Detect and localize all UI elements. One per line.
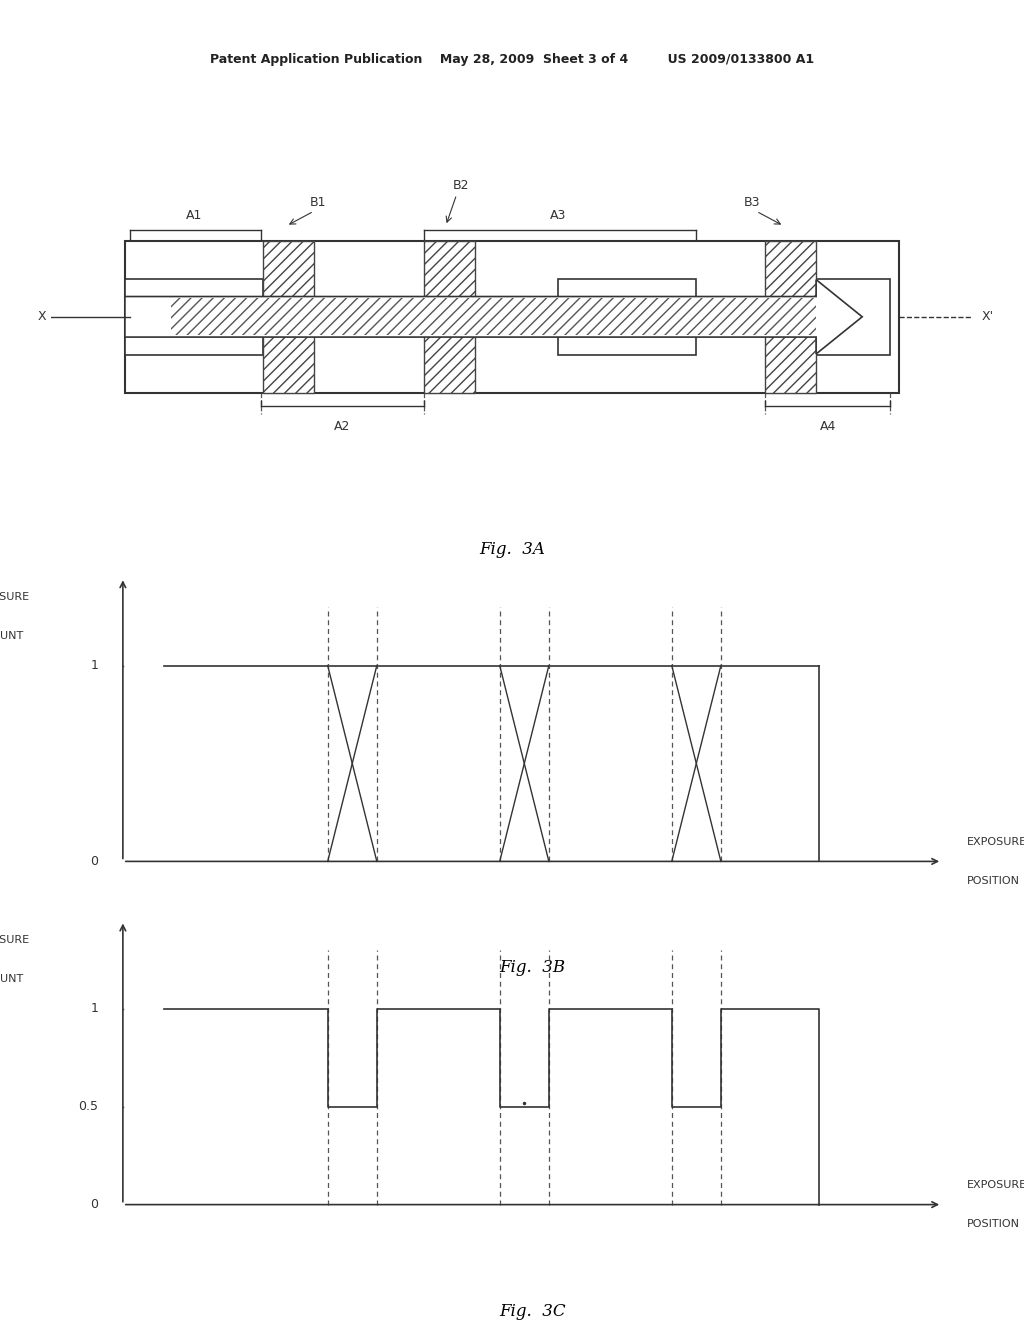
Bar <box>125 279 263 355</box>
Text: B3: B3 <box>743 197 760 209</box>
Text: B2: B2 <box>453 180 470 193</box>
Text: A1: A1 <box>186 209 202 222</box>
Text: 0.5: 0.5 <box>78 1100 98 1113</box>
Text: 0: 0 <box>90 1199 98 1212</box>
Bar <box>171 298 816 335</box>
Text: A2: A2 <box>334 420 350 433</box>
Bar <box>263 240 313 393</box>
Text: A4: A4 <box>820 420 837 433</box>
Text: EXPOSURE: EXPOSURE <box>967 837 1024 847</box>
Bar <box>425 240 475 393</box>
Text: AMOUNT: AMOUNT <box>0 631 25 642</box>
Text: 1: 1 <box>90 659 98 672</box>
Bar <box>558 279 696 355</box>
Text: AMOUNT: AMOUNT <box>0 974 25 985</box>
Text: 1: 1 <box>90 1002 98 1015</box>
Bar <box>770 279 890 355</box>
Text: B1: B1 <box>310 197 327 209</box>
Bar <box>766 240 816 393</box>
Bar <box>125 240 899 393</box>
Text: Fig.  3A: Fig. 3A <box>479 541 545 557</box>
Text: EXPOSURE: EXPOSURE <box>0 591 30 602</box>
Text: EXPOSURE: EXPOSURE <box>0 935 30 945</box>
Text: POSITION: POSITION <box>967 1220 1020 1229</box>
Text: X': X' <box>982 310 994 323</box>
Text: POSITION: POSITION <box>967 876 1020 886</box>
Text: Patent Application Publication    May 28, 2009  Sheet 3 of 4         US 2009/013: Patent Application Publication May 28, 2… <box>210 53 814 66</box>
Text: 0: 0 <box>90 855 98 869</box>
Text: X: X <box>38 310 47 323</box>
Text: EXPOSURE: EXPOSURE <box>967 1180 1024 1191</box>
Text: A3: A3 <box>550 209 566 222</box>
Text: Fig.  3B: Fig. 3B <box>500 960 565 977</box>
FancyArrow shape <box>125 280 862 354</box>
Text: Fig.  3C: Fig. 3C <box>499 1303 566 1320</box>
